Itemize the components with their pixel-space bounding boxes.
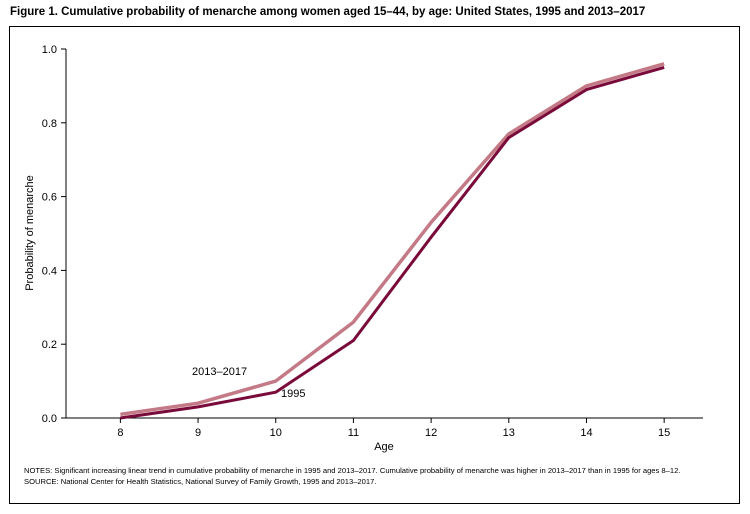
x-tick-label: 10 [270,427,282,439]
y-tick-label: 0.2 [42,339,57,351]
x-tick-label: 13 [503,427,515,439]
x-tick-label: 9 [195,427,201,439]
y-tick-label: 0.6 [42,192,57,204]
series-line-1995 [120,65,665,420]
y-axis-ticks: 0.0 0.2 0.4 0.6 0.8 1.0 [42,44,66,425]
y-tick-label: 0.0 [42,413,57,425]
x-tick-label: 8 [117,427,123,439]
y-tick-label: 0.8 [42,118,57,130]
y-tick-label: 0.4 [42,265,57,277]
series-label-1995: 1995 [281,388,305,400]
x-tick-label: 11 [348,427,359,439]
series-lines [120,62,665,420]
series-line-2013-2017 [120,62,665,417]
x-axis-label: Age [374,441,394,453]
series-label-2013-2017: 2013–2017 [192,366,247,378]
x-tick-label: 12 [425,427,437,439]
source-text: SOURCE: National Center for Health Stati… [24,476,377,486]
figure-frame [9,26,740,504]
y-axis-label: Probability of menarche [24,175,36,291]
figure-notes: NOTES: Significant increasing linear tre… [24,466,680,487]
x-tick-label: 14 [580,427,592,439]
axes [65,49,703,419]
x-tick-label: 15 [658,427,670,439]
figure-title: Figure 1. Cumulative probability of mena… [10,6,646,18]
x-axis-ticks: 8 9 10 11 12 13 14 15 [117,418,670,439]
y-tick-label: 1.0 [42,44,57,56]
notes-text: NOTES: Significant increasing linear tre… [24,466,681,475]
